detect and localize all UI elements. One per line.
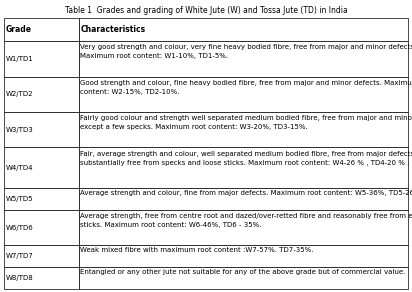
- Bar: [79, 245, 408, 267]
- Bar: [79, 112, 408, 147]
- Bar: [4, 267, 79, 289]
- Bar: [4, 188, 79, 210]
- Bar: [79, 147, 408, 188]
- Text: W6/TD6: W6/TD6: [6, 225, 33, 231]
- Bar: [4, 77, 79, 112]
- Text: W7/TD7: W7/TD7: [6, 253, 33, 259]
- Bar: [79, 188, 408, 210]
- Text: Average strength and colour, fine from major defects. Maximum root content: W5-3: Average strength and colour, fine from m…: [80, 190, 412, 196]
- Text: W8/TD8: W8/TD8: [6, 275, 33, 281]
- Bar: [4, 18, 79, 41]
- Bar: [79, 77, 408, 112]
- Bar: [4, 147, 79, 188]
- Text: Fair, average strength and colour, well separated medium bodied fibre, free from: Fair, average strength and colour, well …: [80, 151, 412, 166]
- Bar: [4, 112, 79, 147]
- Text: Grade: Grade: [6, 25, 32, 34]
- Bar: [4, 41, 79, 77]
- Text: Weak mixed fibre with maximum root content :W7-57%. TD7-35%.: Weak mixed fibre with maximum root conte…: [80, 247, 314, 253]
- Text: Fairly good colour and strength well separated medium bodied fibre, free from ma: Fairly good colour and strength well sep…: [80, 115, 412, 130]
- Bar: [79, 210, 408, 245]
- Text: W3/TD3: W3/TD3: [6, 127, 33, 133]
- Bar: [79, 41, 408, 77]
- Bar: [79, 18, 408, 41]
- Text: W4/TD4: W4/TD4: [6, 165, 33, 171]
- Text: W5/TD5: W5/TD5: [6, 196, 33, 202]
- Text: Good strength and colour, fine heavy bodied fibre, free from major and minor def: Good strength and colour, fine heavy bod…: [80, 79, 412, 95]
- Bar: [4, 245, 79, 267]
- Text: Table 1  Grades and grading of White Jute (W) and Tossa Jute (TD) in India: Table 1 Grades and grading of White Jute…: [65, 6, 347, 15]
- Text: Average strength, free from centre root and dazed/over-retted fibre and reasonab: Average strength, free from centre root …: [80, 213, 412, 228]
- Text: Very good strength and colour, very fine heavy bodied fibre, free from major and: Very good strength and colour, very fine…: [80, 44, 412, 59]
- Bar: [79, 267, 408, 289]
- Text: W2/TD2: W2/TD2: [6, 91, 33, 97]
- Text: Characteristics: Characteristics: [80, 25, 145, 34]
- Bar: [4, 210, 79, 245]
- Text: Entangled or any other jute not suitable for any of the above grade but of comme: Entangled or any other jute not suitable…: [80, 269, 406, 275]
- Text: W1/TD1: W1/TD1: [6, 56, 33, 62]
